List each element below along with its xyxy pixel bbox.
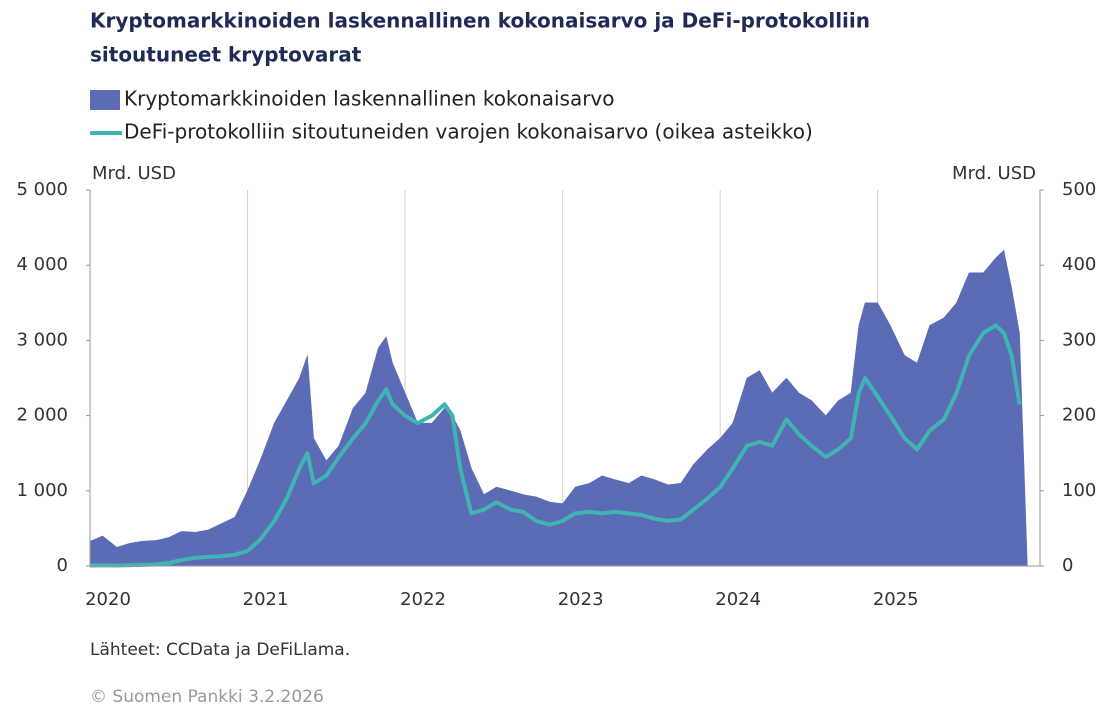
x-tick-label: 2024: [715, 589, 761, 610]
x-tick-label: 2022: [400, 589, 446, 610]
legend-label: Kryptomarkkinoiden laskennallinen kokona…: [124, 87, 615, 111]
x-tick-label: 2020: [85, 589, 131, 610]
y2-axis-label: Mrd. USD: [952, 163, 1036, 184]
y-tick-label: 3 000: [16, 329, 68, 350]
y2-tick-label: 100: [1062, 480, 1096, 501]
y-tick-label: 1 000: [16, 480, 68, 501]
y-tick-label: 4 000: [16, 254, 68, 275]
x-tick-label: 2021: [243, 589, 289, 610]
x-tick-label: 2023: [558, 589, 604, 610]
y-tick-label: 2 000: [16, 405, 68, 426]
legend-swatch: [90, 90, 120, 110]
line: [89, 323, 1022, 568]
y2-tick-label: 500: [1062, 179, 1096, 200]
y-tick-label: 0: [57, 555, 68, 576]
copyright: © Suomen Pankki 3.2.2026: [90, 687, 324, 707]
area: [89, 249, 1028, 567]
y2-tick-label: 200: [1062, 405, 1096, 426]
source: Lähteet: CCData ja DeFiLlama.: [90, 640, 350, 660]
y2-tick-label: 400: [1062, 254, 1096, 275]
chart-title: sitoutuneet kryptovarat: [90, 43, 362, 67]
y-tick-label: 5 000: [16, 179, 68, 200]
y2-tick-label: 300: [1062, 329, 1096, 350]
x-tick-label: 2025: [873, 589, 919, 610]
y-axis-label: Mrd. USD: [92, 163, 176, 184]
y2-tick-label: 0: [1062, 555, 1073, 576]
chart-title: Kryptomarkkinoiden laskennallinen kokona…: [90, 9, 870, 33]
legend-label: DeFi-protokolliin sitoutuneiden varojen …: [124, 120, 813, 144]
